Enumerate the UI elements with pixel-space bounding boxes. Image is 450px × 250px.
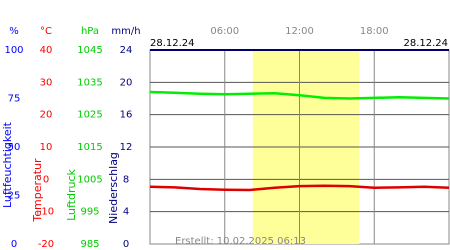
- y-tick-label: 1025: [77, 110, 102, 121]
- y-tick-label: 10: [40, 142, 53, 153]
- y-tick-label: 20: [120, 77, 133, 88]
- y-tick-label: 1035: [77, 77, 102, 88]
- y-tick-label: 40: [40, 45, 53, 56]
- y-tick-label: 12: [120, 142, 133, 153]
- y-tick-label: 4: [123, 207, 129, 218]
- x-tick-label: 06:00: [210, 26, 239, 37]
- y-tick-label: 1005: [77, 174, 102, 185]
- y-tick-label: 50: [8, 142, 21, 153]
- y-tick-label: -20: [38, 239, 54, 250]
- y-tick-label: 25: [8, 191, 21, 202]
- x-tick-label: 12:00: [285, 26, 314, 37]
- y-tick-label: -10: [38, 207, 54, 218]
- footer: Erstellt: 10.02.2025 06:13: [175, 236, 306, 247]
- axis-title: Niederschlag: [107, 152, 120, 224]
- x-tick-label: 18:00: [360, 26, 389, 37]
- axis-unit: mm/h: [111, 26, 140, 37]
- y-tick-label: 8: [123, 174, 129, 185]
- y-tick-label: 30: [40, 77, 53, 88]
- y-tick-label: 1045: [77, 45, 102, 56]
- y-tick-label: 995: [80, 207, 99, 218]
- axis-title: Luftfeuchtigkeit: [1, 121, 14, 208]
- axis-unit: hPa: [81, 26, 99, 37]
- date-left: 28.12.24: [150, 38, 195, 49]
- y-tick-label: 20: [40, 110, 53, 121]
- y-tick-label: 75: [8, 94, 21, 105]
- axis-unit: %: [9, 26, 19, 37]
- y-tick-label: 100: [4, 45, 23, 56]
- date-right: 28.12.24: [403, 38, 448, 49]
- y-tick-label: 16: [120, 110, 133, 121]
- axis-unit: °C: [40, 26, 52, 37]
- y-tick-label: 24: [120, 45, 133, 56]
- y-tick-label: 0: [43, 174, 49, 185]
- y-tick-label: 985: [80, 239, 99, 250]
- data-line: [149, 184, 450, 192]
- data-line: [149, 90, 450, 100]
- axis-title: Luftdruck: [65, 168, 78, 220]
- y-tick-label: 1015: [77, 142, 102, 153]
- axis-title: Temperatur: [31, 158, 44, 223]
- y-tick-label: 0: [123, 239, 129, 250]
- y-tick-label: 0: [11, 239, 17, 250]
